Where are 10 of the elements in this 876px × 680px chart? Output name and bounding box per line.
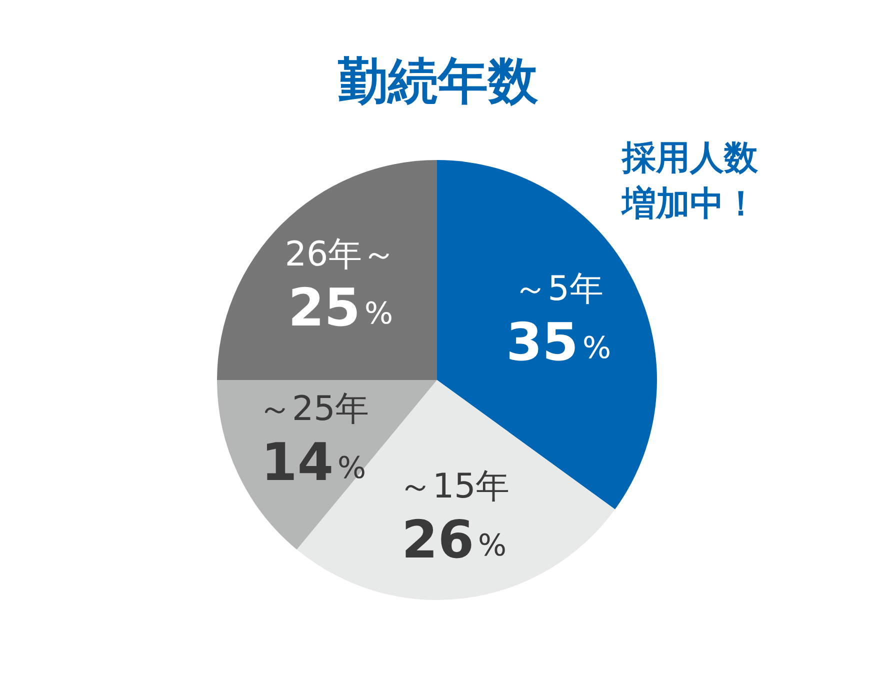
slice-label: ～25年 bbox=[258, 389, 370, 430]
slice-label: ～15年 bbox=[398, 466, 510, 506]
data-label: 25% bbox=[288, 278, 393, 339]
chart-title: 勤続年数 bbox=[337, 51, 539, 112]
slice-label: ～5年 bbox=[514, 269, 604, 310]
data-label: 26% bbox=[402, 510, 507, 570]
data-label: 35% bbox=[506, 313, 611, 374]
text: 採用人数増加中！ bbox=[622, 137, 759, 226]
slice-label: 26年～ bbox=[284, 234, 396, 275]
data-label: 14% bbox=[261, 433, 366, 494]
